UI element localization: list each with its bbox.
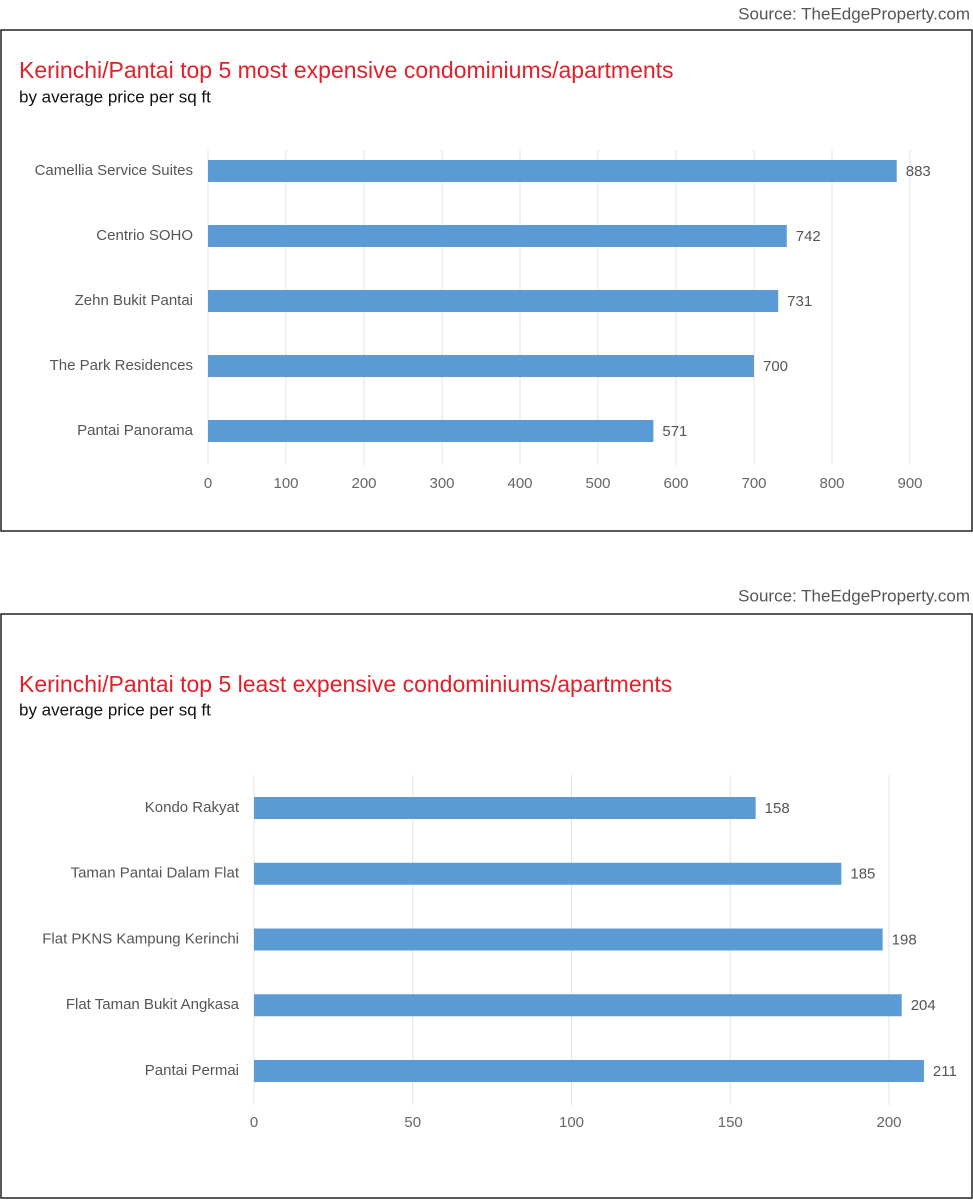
bar (208, 290, 779, 312)
chart-subtitle: by average price per sq ft (19, 700, 211, 719)
x-tick-label: 400 (507, 475, 532, 492)
category-label: Zehn Bukit Pantai (75, 292, 193, 309)
value-label: 883 (906, 163, 931, 180)
x-tick-label: 700 (741, 475, 766, 492)
x-tick-label: 100 (273, 475, 298, 492)
category-label: Flat Taman Bukit Angkasa (66, 996, 240, 1013)
x-tick-label: 0 (250, 1114, 258, 1131)
bar (208, 355, 754, 377)
bar (254, 928, 883, 951)
value-label: 571 (662, 423, 687, 440)
bar (208, 225, 787, 247)
category-label: Flat PKNS Kampung Kerinchi (42, 930, 239, 947)
chart-title: Kerinchi/Pantai top 5 most expensive con… (19, 57, 674, 83)
chart-frame (0, 29, 973, 532)
x-tick-label: 800 (819, 475, 844, 492)
x-tick-label: 600 (663, 475, 688, 492)
x-tick-label: 100 (559, 1114, 584, 1131)
category-label: Camellia Service Suites (35, 162, 193, 179)
category-label: Centrio SOHO (96, 227, 193, 244)
category-label: Pantai Permai (145, 1062, 239, 1079)
bar (254, 994, 902, 1017)
bar (208, 160, 897, 182)
value-label: 185 (850, 866, 875, 883)
value-label: 211 (933, 1063, 957, 1080)
category-label: Taman Pantai Dalam Flat (71, 865, 240, 882)
value-label: 700 (763, 358, 788, 375)
x-tick-label: 0 (204, 475, 212, 492)
chart-frame (0, 613, 973, 1199)
value-label: 198 (892, 931, 917, 948)
x-tick-label: 900 (897, 475, 922, 492)
chart-subtitle: by average price per sq ft (19, 87, 211, 106)
x-tick-label: 200 (876, 1114, 901, 1131)
bar (254, 1060, 924, 1082)
x-tick-label: 150 (718, 1114, 743, 1131)
chart-title: Kerinchi/Pantai top 5 least expensive co… (19, 671, 672, 697)
bar (254, 862, 842, 885)
x-tick-label: 500 (585, 475, 610, 492)
x-tick-label: 50 (404, 1114, 421, 1131)
source: Source: TheEdgeProperty.com (738, 586, 970, 605)
source: Source: TheEdgeProperty.com (738, 4, 970, 23)
value-label: 742 (796, 228, 821, 245)
value-label: 158 (765, 800, 790, 817)
x-tick-label: 200 (351, 475, 376, 492)
x-tick-label: 300 (429, 475, 454, 492)
bar (254, 797, 756, 819)
category-label: Pantai Panorama (77, 422, 194, 439)
category-label: Kondo Rakyat (145, 799, 240, 816)
bar (208, 420, 654, 442)
value-label: 731 (787, 293, 812, 310)
value-label: 204 (911, 997, 936, 1014)
category-label: The Park Residences (50, 357, 193, 374)
